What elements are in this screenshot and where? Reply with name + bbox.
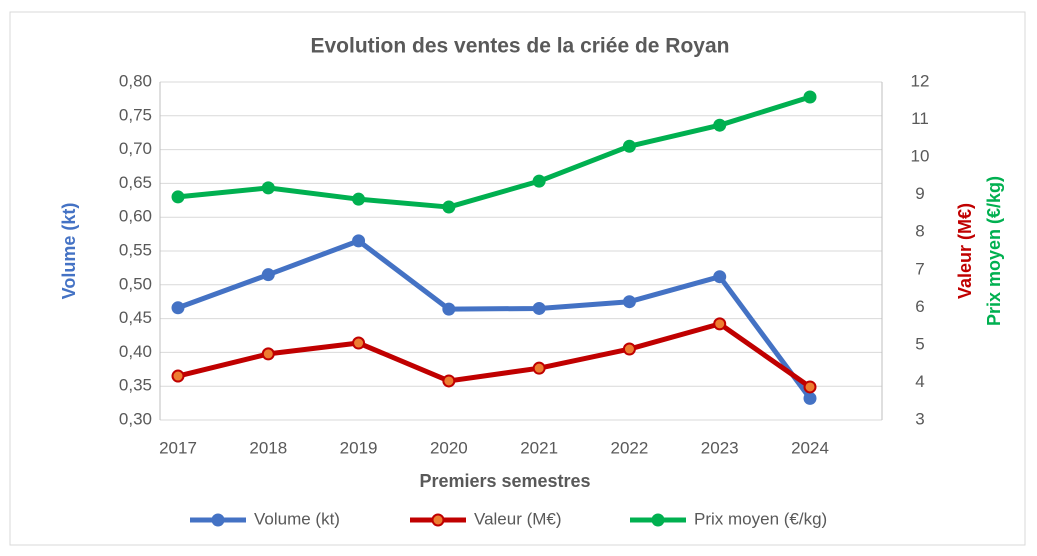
point bbox=[803, 380, 817, 394]
point bbox=[352, 336, 366, 350]
y-tick-label: 0,35 bbox=[119, 376, 152, 395]
point bbox=[532, 174, 546, 188]
point bbox=[261, 181, 275, 195]
y-tick-label: 0,70 bbox=[119, 139, 152, 158]
point bbox=[532, 301, 546, 315]
y2-tick-label: 4 bbox=[915, 372, 924, 391]
chart-frame bbox=[9, 11, 1026, 546]
x-tick-label: 2021 bbox=[520, 438, 558, 457]
legend-marker bbox=[431, 513, 445, 527]
point bbox=[622, 295, 636, 309]
point bbox=[352, 192, 366, 206]
y-tick-label: 0,45 bbox=[119, 308, 152, 327]
x-tick-label: 2018 bbox=[249, 438, 287, 457]
point bbox=[803, 90, 817, 104]
point bbox=[261, 268, 275, 282]
x-axis-title: Premiers semestres bbox=[419, 471, 590, 491]
point bbox=[442, 374, 456, 388]
point bbox=[622, 139, 636, 153]
point bbox=[171, 369, 185, 383]
x-tick-label: 2020 bbox=[430, 438, 468, 457]
y2-tick-label: 6 bbox=[915, 297, 924, 316]
y-tick-label: 0,60 bbox=[119, 207, 152, 226]
y2-tick-label: 11 bbox=[911, 109, 929, 128]
point bbox=[171, 190, 185, 204]
series-line bbox=[177, 321, 812, 390]
x-tick-label: 2024 bbox=[791, 438, 829, 457]
y-tick-label: 0,55 bbox=[119, 240, 152, 259]
series-line bbox=[177, 238, 813, 400]
x-tick-label: 2019 bbox=[340, 438, 378, 457]
y2-tick-label: 5 bbox=[915, 334, 924, 353]
y-tick-label: 0,80 bbox=[119, 71, 152, 90]
y2-axis-title: Prix moyen (€/kg) bbox=[984, 176, 1004, 326]
point bbox=[713, 270, 727, 284]
y2-tick-label: 12 bbox=[911, 71, 930, 90]
legend-label: Valeur (M€) bbox=[474, 509, 562, 528]
point bbox=[622, 342, 636, 356]
legend-label: Volume (kt) bbox=[254, 509, 340, 528]
y2-tick-label: 10 bbox=[911, 147, 930, 166]
y-tick-label: 0,65 bbox=[119, 173, 152, 192]
legend-marker bbox=[211, 513, 225, 527]
y2-tick-label: 8 bbox=[915, 222, 924, 241]
point bbox=[352, 234, 366, 248]
y2-axis-title: Valeur (M€) bbox=[955, 203, 975, 299]
point bbox=[803, 391, 817, 405]
y-tick-label: 0,40 bbox=[119, 342, 152, 361]
point bbox=[442, 200, 456, 214]
y-tick-label: 0,75 bbox=[119, 105, 152, 124]
y-tick-label: 0,50 bbox=[119, 274, 152, 293]
chart-title: Evolution des ventes de la criée de Roya… bbox=[311, 35, 730, 58]
point bbox=[442, 302, 456, 316]
point bbox=[171, 301, 185, 315]
legend-label: Prix moyen (€/kg) bbox=[694, 509, 827, 528]
point bbox=[713, 317, 727, 331]
y-tick-label: 0,30 bbox=[119, 409, 152, 428]
x-tick-label: 2023 bbox=[701, 438, 739, 457]
y2-tick-label: 9 bbox=[915, 184, 924, 203]
y2-tick-label: 7 bbox=[915, 259, 924, 278]
point bbox=[261, 347, 275, 361]
point bbox=[713, 118, 727, 132]
series-line bbox=[177, 94, 811, 210]
legend-marker bbox=[651, 513, 665, 527]
y-axis-title: Volume (kt) bbox=[59, 203, 79, 300]
point bbox=[532, 361, 546, 375]
x-tick-label: 2017 bbox=[159, 438, 197, 457]
x-tick-label: 2022 bbox=[611, 438, 649, 457]
y2-tick-label: 3 bbox=[915, 409, 924, 428]
